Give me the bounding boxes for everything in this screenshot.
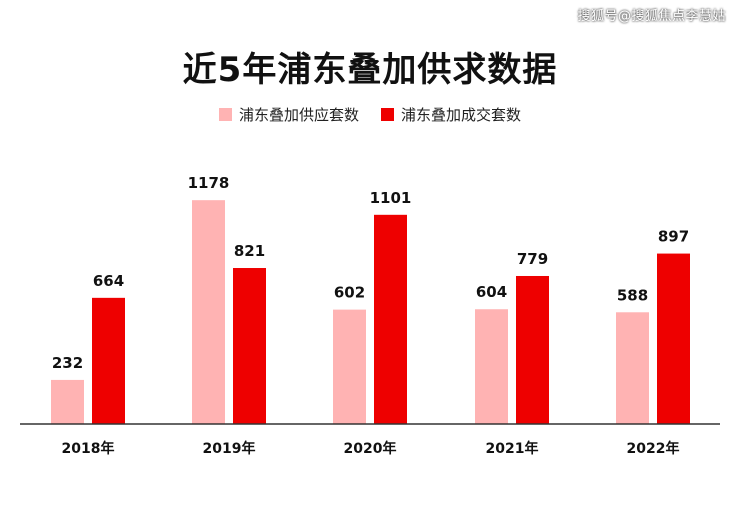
data-label-deal-1: 664 bbox=[93, 272, 124, 290]
bar-deal-2 bbox=[233, 268, 266, 424]
x-tick-label-5: 2022年 bbox=[627, 440, 680, 457]
chart-title: 近5年浦东叠加供求数据 bbox=[182, 50, 558, 90]
legend-item-deal: 浦东叠加成交套数 bbox=[381, 104, 521, 125]
bar-deal-4 bbox=[516, 275, 549, 424]
x-tick-label-3: 2020年 bbox=[344, 440, 397, 457]
data-label-supply-5: 588 bbox=[617, 286, 648, 304]
data-label-supply-2: 1178 bbox=[188, 174, 230, 192]
legend-swatch-deal bbox=[381, 108, 394, 121]
x-tick-label-1: 2018年 bbox=[62, 440, 115, 457]
data-label-deal-3: 1101 bbox=[370, 189, 412, 207]
data-label-supply-3: 602 bbox=[334, 284, 365, 302]
x-tick-label-4: 2021年 bbox=[486, 440, 539, 457]
legend-swatch-supply bbox=[218, 108, 232, 121]
bar-supply-2 bbox=[192, 200, 225, 424]
legend-item-supply: 浦东叠加供应套数 bbox=[218, 104, 359, 125]
data-label-deal-4: 779 bbox=[517, 250, 548, 268]
data-label-supply-4: 604 bbox=[476, 283, 507, 301]
data-label-deal-2: 821 bbox=[234, 242, 265, 260]
bar-supply-3 bbox=[333, 309, 366, 424]
watermark: 搜狐号@搜狐焦点李慧姑 bbox=[577, 9, 726, 24]
bar-deal-3 bbox=[374, 214, 407, 424]
legend: 浦东叠加供应套数 浦东叠加成交套数 bbox=[0, 104, 740, 125]
data-label-deal-5: 897 bbox=[658, 228, 689, 246]
bar-supply-1 bbox=[51, 379, 84, 424]
bar-supply-5 bbox=[616, 312, 649, 424]
x-tick-label-2: 2019年 bbox=[203, 440, 256, 457]
bar-deal-1 bbox=[92, 297, 125, 424]
bar-deal-5 bbox=[657, 253, 690, 424]
legend-label-supply: 浦东叠加供应套数 bbox=[238, 106, 359, 124]
data-label-supply-1: 232 bbox=[52, 354, 83, 372]
legend-label-deal: 浦东叠加成交套数 bbox=[401, 106, 522, 124]
bar-supply-4 bbox=[475, 309, 508, 424]
